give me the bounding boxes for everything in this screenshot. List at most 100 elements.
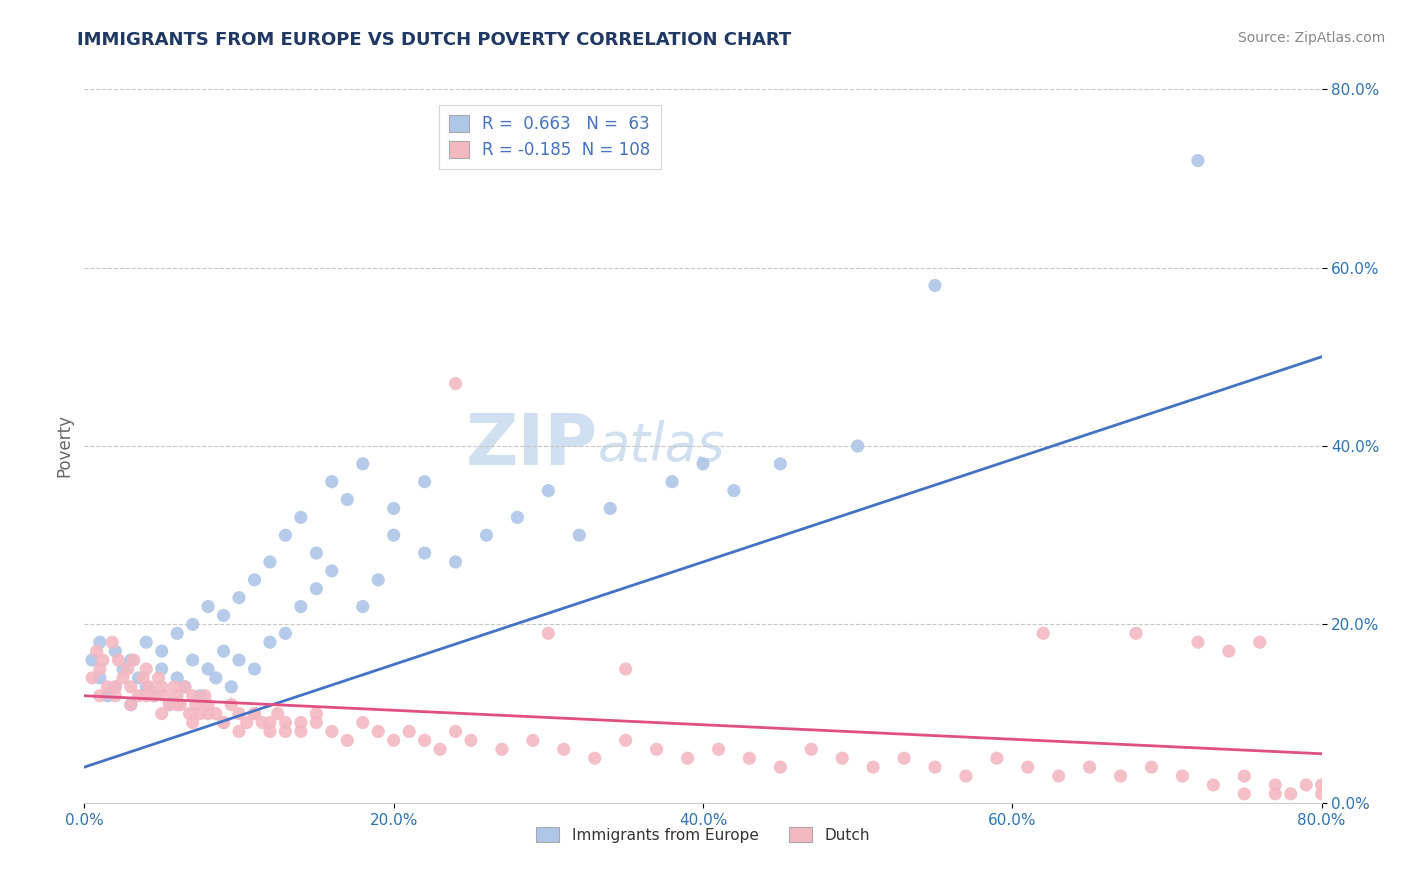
Point (290, 510, 312, 524)
Point (491, 742, 513, 756)
Text: ZIP: ZIP (465, 411, 598, 481)
Point (413, 733, 436, 747)
Point (367, 573, 389, 587)
Point (769, 760, 792, 774)
Point (235, 715, 259, 730)
Point (96, 680, 118, 694)
Point (444, 724, 467, 739)
Point (321, 564, 343, 578)
Point (117, 662, 139, 676)
Text: Source: ZipAtlas.com: Source: ZipAtlas.com (1237, 31, 1385, 45)
Point (179, 706, 201, 721)
Point (645, 742, 668, 756)
Point (127, 671, 149, 685)
Point (174, 680, 197, 694)
Point (135, 662, 157, 676)
Point (1279, 787, 1302, 801)
Point (138, 680, 160, 694)
Point (831, 751, 853, 765)
Point (104, 644, 127, 658)
Point (1310, 778, 1333, 792)
Point (321, 724, 343, 739)
Point (150, 680, 173, 694)
Point (89, 689, 111, 703)
Point (460, 733, 482, 747)
Point (367, 724, 389, 739)
Point (150, 662, 173, 676)
Point (184, 698, 207, 712)
Point (219, 698, 242, 712)
Point (305, 715, 328, 730)
Point (163, 680, 186, 694)
Point (101, 635, 124, 649)
Point (1032, 626, 1054, 640)
Point (267, 706, 290, 721)
Point (228, 724, 250, 739)
Point (352, 715, 374, 730)
Point (1047, 769, 1070, 783)
Point (194, 689, 217, 703)
Point (1295, 778, 1317, 792)
Point (243, 573, 266, 587)
Point (1233, 787, 1256, 801)
Point (1125, 626, 1147, 640)
Point (707, 742, 730, 756)
Point (305, 706, 328, 721)
Point (188, 689, 211, 703)
Point (537, 626, 560, 640)
Point (352, 457, 374, 471)
Point (197, 706, 219, 721)
Point (955, 769, 977, 783)
Point (1017, 760, 1039, 774)
Point (429, 742, 451, 756)
Point (89, 662, 111, 676)
Point (150, 644, 173, 658)
Point (1187, 153, 1209, 168)
Point (723, 483, 745, 498)
Point (1171, 769, 1194, 783)
Point (398, 724, 420, 739)
Point (132, 671, 155, 685)
Point (986, 751, 1008, 765)
Point (259, 555, 281, 569)
Point (382, 733, 405, 747)
Point (159, 698, 180, 712)
Point (135, 635, 157, 649)
Point (153, 689, 176, 703)
Point (89, 635, 111, 649)
Point (89, 671, 111, 685)
Point (104, 689, 127, 703)
Point (166, 671, 188, 685)
Point (127, 689, 149, 703)
Point (506, 510, 529, 524)
Point (197, 599, 219, 614)
Point (197, 698, 219, 712)
Point (150, 706, 173, 721)
Point (181, 653, 204, 667)
Point (1187, 635, 1209, 649)
Point (120, 698, 142, 712)
Point (205, 706, 228, 721)
Point (212, 715, 235, 730)
Point (135, 689, 157, 703)
Point (475, 528, 498, 542)
Point (86, 644, 108, 658)
Point (1264, 787, 1286, 801)
Point (738, 751, 761, 765)
Point (444, 376, 467, 391)
Point (96, 689, 118, 703)
Point (800, 742, 823, 756)
Point (537, 483, 560, 498)
Point (924, 760, 946, 774)
Point (82, 671, 104, 685)
Point (143, 689, 166, 703)
Point (169, 698, 191, 712)
Point (382, 501, 405, 516)
Point (599, 501, 621, 516)
Point (174, 680, 197, 694)
Point (522, 733, 544, 747)
Point (290, 715, 312, 730)
Point (305, 546, 328, 560)
Point (259, 635, 281, 649)
Point (228, 653, 250, 667)
